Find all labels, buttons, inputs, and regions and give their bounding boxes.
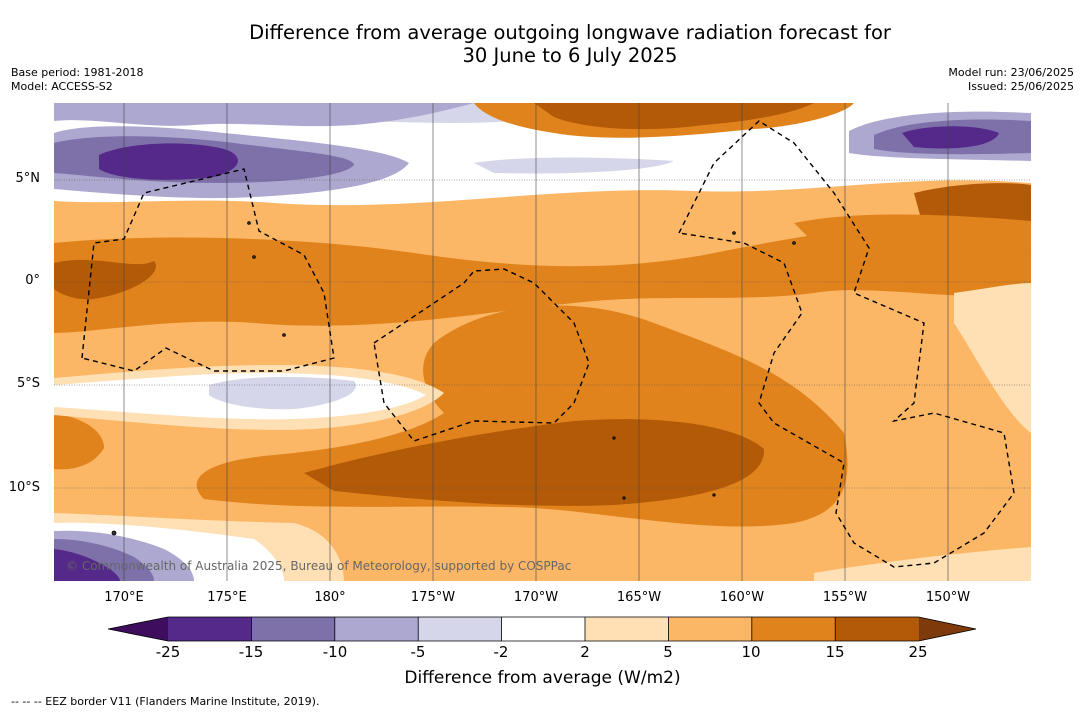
olr-anomaly-map <box>54 103 1031 581</box>
lon-label: 175°E <box>207 590 247 605</box>
lat-label: 5°N <box>15 171 41 186</box>
colorbar-tick-label: -25 <box>155 643 181 661</box>
colorbar-tick-label: 25 <box>908 643 928 661</box>
orange-band-equator <box>54 220 1031 333</box>
colorbar-tick-label: -5 <box>410 643 426 661</box>
lat-label: 10°S <box>8 480 40 495</box>
issued-text: Issued: 25/06/2025 <box>967 80 1074 93</box>
base-info-left: Base period: 1981-2018 Model: ACCESS-S2 <box>11 66 143 94</box>
lon-label: 175°W <box>410 590 456 605</box>
lon-label: 155°W <box>822 590 868 605</box>
island-outlines <box>111 221 796 536</box>
colorbar-segment <box>251 617 335 641</box>
lon-label: 165°W <box>616 590 662 605</box>
lon-label: 160°W <box>719 590 765 605</box>
colorbar-segment <box>418 617 502 641</box>
lon-label: 170°W <box>513 590 559 605</box>
colorbar-extend-max <box>918 617 976 641</box>
colorbar-segment <box>334 617 419 641</box>
lon-label: 150°W <box>925 590 971 605</box>
colorbar-segment <box>585 617 669 641</box>
dark-orange-zone-south <box>304 419 765 506</box>
colorbar-segment <box>751 617 836 641</box>
copyright-text: © Commonwealth of Australia 2025, Bureau… <box>66 559 572 573</box>
colorbar-segment <box>668 617 752 641</box>
colorbar-tick-label: -10 <box>322 643 348 661</box>
base-period-text: Base period: 1981-2018 <box>11 66 144 79</box>
colorbar-tick-label: 5 <box>663 643 673 661</box>
colorbar-tick-label: 10 <box>741 643 761 661</box>
map-title: Difference from average outgoing longwav… <box>249 21 891 67</box>
colorbar-segment <box>501 617 585 641</box>
eez-border-lines <box>81 120 1015 568</box>
colorbar-label: Difference from average (W/m2) <box>404 668 681 688</box>
colorbar-tick-label: 15 <box>825 643 845 661</box>
lon-label: 180° <box>314 590 346 605</box>
lat-lon-grid <box>54 179 1031 489</box>
model-run-text: Model run: 23/06/2025 <box>948 66 1074 79</box>
lon-label: 170°E <box>104 590 144 605</box>
colorbar <box>108 616 977 642</box>
colorbar-segment <box>168 617 252 641</box>
model-text: Model: ACCESS-S2 <box>11 80 113 93</box>
lat-label: 0° <box>25 273 40 288</box>
lat-label: 5°S <box>16 376 40 391</box>
colorbar-extend-min <box>108 617 168 641</box>
colorbar-segment <box>835 617 919 641</box>
colorbar-tick-label: -15 <box>238 643 264 661</box>
base-info-right: Model run: 23/06/2025 Issued: 25/06/2025 <box>948 66 1074 94</box>
colorbar-tick-label: -2 <box>493 643 509 661</box>
colorbar-tick-label: 2 <box>580 643 590 661</box>
eez-legend-note: -- -- -- EEZ border V11 (Flanders Marine… <box>11 695 320 708</box>
